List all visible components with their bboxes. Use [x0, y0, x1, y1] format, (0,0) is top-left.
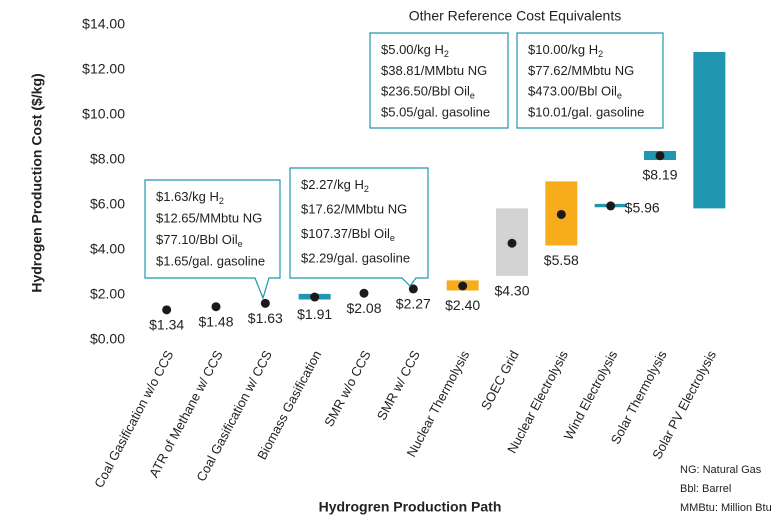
callout-line: $10.00/kg H2: [528, 42, 603, 59]
callout-text: $1.63/kg H: [156, 189, 219, 204]
point: [260, 298, 270, 308]
value-label: $2.27: [396, 296, 431, 312]
callout-line: $12.65/MMbtu NG: [156, 211, 262, 226]
y-tick-label: $0.00: [90, 331, 125, 347]
point: [310, 292, 320, 302]
callout-text: $236.50/Bbl Oil: [381, 84, 470, 99]
callout-line: $1.65/gal. gasoline: [156, 254, 265, 269]
callout-box: [516, 32, 664, 129]
callout-sub: 2: [364, 184, 369, 194]
callout-text: $38.81/MMbtu NG: [381, 63, 487, 78]
callout-text: $1.65/gal. gasoline: [156, 254, 265, 269]
value-label: $4.30: [494, 283, 529, 299]
callout-text: $12.65/MMbtu NG: [156, 211, 262, 226]
point: [556, 209, 566, 219]
callout-text: $5.05/gal. gasoline: [381, 105, 490, 120]
callout-sub: 2: [444, 49, 449, 59]
x-tick-label: SMR w/o CCS: [321, 348, 374, 429]
callout-text: $2.27/kg H: [301, 177, 364, 192]
y-tick-label: $10.00: [82, 106, 125, 122]
callout-line: $17.62/MMbtu NG: [301, 202, 407, 217]
callout-line: $107.37/Bbl Oile: [301, 226, 395, 243]
value-label: $8.19: [642, 167, 677, 183]
callout-box: [144, 179, 281, 300]
callout-text: $17.62/MMbtu NG: [301, 202, 407, 217]
y-tick-label: $12.00: [82, 61, 125, 77]
note: NG: Natural Gas: [680, 464, 762, 476]
x-axis-title: Hydrogren Production Path: [319, 499, 502, 515]
callout-text: $107.37/Bbl Oil: [301, 226, 390, 241]
y-axis-title: Hydrogen Production Cost ($/kg): [29, 73, 45, 292]
callout-sub: e: [390, 233, 395, 243]
value-label: $1.91: [297, 306, 332, 322]
x-tick-label: SOEC Grid: [478, 348, 522, 412]
callout-box: [289, 167, 429, 287]
callout-text: $77.62/MMbtu NG: [528, 63, 634, 78]
value-label: $1.48: [198, 313, 233, 329]
callout-line: $5.00/kg H2: [381, 42, 449, 59]
value-label: $2.40: [445, 297, 480, 313]
range-bar: [693, 52, 726, 209]
y-tick-label: $14.00: [82, 16, 125, 32]
callout-line: $38.81/MMbtu NG: [381, 63, 487, 78]
callout-text: $473.00/Bbl Oil: [528, 84, 617, 99]
callout-line: $1.63/kg H2: [156, 189, 224, 206]
callout-sub: 2: [219, 196, 224, 206]
callout-line: $2.29/gal. gasoline: [301, 251, 410, 266]
callout-sub: e: [617, 91, 622, 101]
callout-text: $2.29/gal. gasoline: [301, 251, 410, 266]
y-tick-label: $6.00: [90, 196, 125, 212]
callout-line: $2.27/kg H2: [301, 177, 369, 194]
value-label: $2.08: [346, 300, 381, 316]
callout-sub: 2: [598, 49, 603, 59]
point: [606, 201, 616, 211]
point: [655, 151, 665, 161]
y-tick-label: $4.00: [90, 241, 125, 257]
callout-sub: e: [238, 239, 243, 249]
point: [507, 238, 517, 248]
point: [162, 305, 172, 315]
callout-line: $473.00/Bbl Oile: [528, 84, 622, 101]
callout-text: $10.00/kg H: [528, 42, 598, 57]
callout-line: $10.01/gal. gasoline: [528, 105, 644, 120]
callout-line: $77.62/MMbtu NG: [528, 63, 634, 78]
callout-text: $10.01/gal. gasoline: [528, 105, 644, 120]
callout-sub: e: [470, 91, 475, 101]
reference-title: Other Reference Cost Equivalents: [409, 8, 621, 24]
y-tick-label: $8.00: [90, 151, 125, 167]
callout-line: $5.05/gal. gasoline: [381, 105, 490, 120]
callout-line: $77.10/Bbl Oile: [156, 232, 243, 249]
x-tick-label: SMR w/ CCS: [374, 348, 423, 423]
value-label: $5.58: [544, 252, 579, 268]
x-tick-label: Wind Electrolysis: [561, 348, 621, 443]
callout-text: $5.00/kg H: [381, 42, 444, 57]
note: MMBtu: Million Btu: [680, 502, 772, 514]
callout-text: $77.10/Bbl Oil: [156, 232, 238, 247]
y-tick-label: $2.00: [90, 286, 125, 302]
note: Bbl: Barrel: [680, 483, 731, 495]
value-label: $5.96: [625, 200, 660, 216]
value-label: $1.63: [248, 310, 283, 326]
value-label: $1.34: [149, 317, 184, 333]
point: [211, 302, 221, 312]
callout-line: $236.50/Bbl Oile: [381, 84, 475, 101]
point: [359, 288, 369, 298]
callout-box: [369, 32, 509, 129]
point: [408, 284, 418, 294]
point: [458, 281, 468, 291]
